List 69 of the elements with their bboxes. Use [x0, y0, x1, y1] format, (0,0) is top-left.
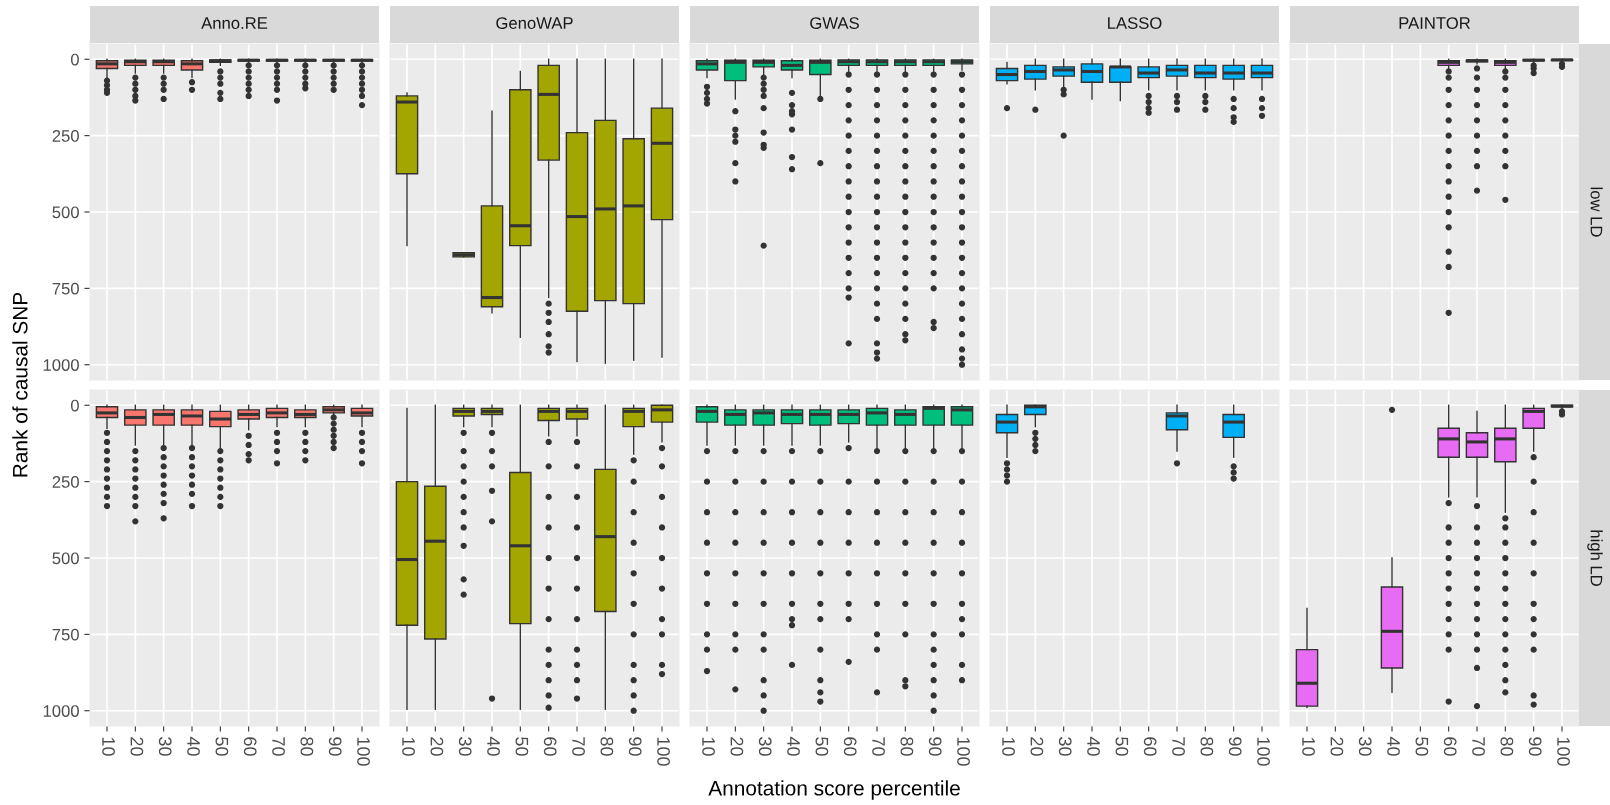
- x-tick-label: 90: [1228, 737, 1242, 756]
- y-tick-label: 250: [52, 130, 79, 142]
- x-tick-label: 20: [430, 737, 444, 756]
- x-tick-label: 70: [572, 737, 585, 756]
- x-tick-label: 60: [1143, 737, 1157, 756]
- x-tick-label: 90: [928, 737, 942, 756]
- y-axis-title: Rank of causal SNP: [12, 292, 28, 477]
- y-tick-label: 750: [52, 628, 79, 641]
- x-tick-label: 10: [102, 737, 115, 756]
- y-tick-label: 750: [52, 282, 79, 295]
- x-tick-label: 40: [187, 736, 200, 756]
- x-tick-label: 30: [758, 737, 772, 756]
- y-tick-label: 500: [52, 206, 79, 219]
- x-tick-label: 20: [130, 737, 144, 756]
- x-tick-label: 50: [1115, 737, 1129, 756]
- y-tick-label: 0: [70, 399, 79, 412]
- x-tick-label: 10: [1002, 737, 1015, 756]
- x-tick-label: 30: [158, 737, 172, 756]
- x-tick-label: 50: [815, 737, 829, 756]
- x-tick-label: 40: [787, 736, 800, 756]
- x-tick-label: 80: [600, 737, 614, 756]
- x-tick-label: 50: [1415, 737, 1429, 756]
- y-tick-label: 1000: [43, 705, 79, 717]
- y-tick-label: 500: [52, 552, 79, 565]
- x-tick-label: 40: [487, 736, 500, 756]
- x-tick-label: 10: [402, 737, 415, 756]
- x-tick-label: 70: [272, 737, 285, 756]
- x-tick-label: 80: [1500, 737, 1514, 756]
- x-tick-label: 40: [1087, 736, 1100, 756]
- chart-title: LASSO: [1108, 17, 1162, 29]
- chart-title: GenoWAP: [496, 17, 573, 29]
- x-tick-label: 100: [357, 737, 370, 766]
- text: low LD: [1590, 187, 1603, 237]
- x-tick-label: 90: [1528, 737, 1542, 756]
- chart-title: PAINTOR: [1399, 17, 1471, 29]
- x-tick-label: 10: [1302, 737, 1315, 756]
- x-tick-label: 100: [1257, 737, 1270, 766]
- x-tick-label: 100: [1557, 737, 1570, 766]
- x-tick-label: 100: [957, 737, 970, 766]
- x-tick-label: 50: [215, 737, 229, 756]
- y-tick-label: 1000: [43, 359, 79, 371]
- x-tick-label: 90: [628, 737, 642, 756]
- x-tick-label: 60: [1443, 737, 1457, 756]
- x-tick-label: 50: [515, 737, 529, 756]
- y-tick-label: 250: [52, 476, 79, 488]
- x-tick-label: 30: [1358, 737, 1372, 756]
- x-tick-label: 60: [243, 737, 257, 756]
- x-tick-label: 10: [702, 737, 715, 756]
- x-tick-label: 40: [1387, 736, 1400, 756]
- x-tick-label: 80: [900, 737, 914, 756]
- x-tick-label: 100: [657, 737, 670, 766]
- x-tick-label: 80: [300, 737, 314, 756]
- x-tick-label: 60: [843, 737, 857, 756]
- chart-title: GWAS: [810, 17, 859, 29]
- x-tick-label: 20: [1330, 737, 1344, 756]
- y-tick-label: 0: [70, 53, 79, 66]
- x-tick-label: 60: [543, 737, 557, 756]
- x-tick-label: 90: [328, 737, 342, 756]
- x-tick-label: 80: [1200, 737, 1214, 756]
- x-tick-label: 20: [730, 737, 744, 756]
- chart-title: Anno.RE: [201, 17, 268, 29]
- x-tick-label: 30: [458, 737, 472, 756]
- x-tick-label: 70: [1172, 737, 1185, 756]
- text: high LD: [1587, 530, 1603, 586]
- x-tick-label: 70: [872, 737, 885, 756]
- x-axis-title: Annotation score percentile: [708, 780, 960, 800]
- x-tick-label: 30: [1058, 737, 1072, 756]
- x-tick-label: 70: [1472, 737, 1485, 756]
- x-tick-label: 20: [1030, 737, 1044, 756]
